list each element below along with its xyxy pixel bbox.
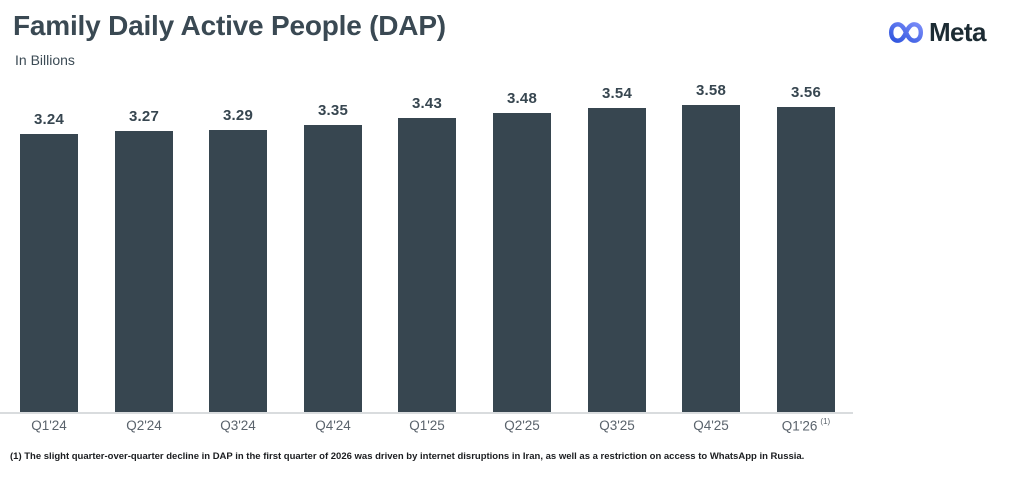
bar-value-label: 3.27	[129, 108, 159, 125]
bar-value-label: 3.43	[412, 95, 442, 112]
meta-wordmark: Meta	[929, 17, 986, 47]
bar-value-label: 3.35	[318, 102, 348, 119]
x-tick-label: Q4'25	[693, 418, 729, 433]
x-axis-ticks: Q1'24 Q2'24 Q3'24 Q4'24 Q1'25 Q2'25 Q3'25 Q4'25…	[0, 417, 1024, 438]
x-tick-label: Q1'25	[409, 418, 445, 433]
meta-logo: Meta	[888, 19, 986, 45]
x-tick-label: Q2'25	[504, 418, 540, 433]
chart-units-label: In Billions	[15, 52, 75, 68]
bar	[115, 131, 173, 412]
bar	[304, 125, 362, 412]
bar-value-label: 3.48	[507, 90, 537, 107]
bar-value-label: 3.24	[34, 111, 64, 128]
footnote-marker: (1)	[820, 417, 831, 426]
bar-value-label: 3.58	[696, 82, 726, 99]
bar-chart: 3.24 3.27 3.29 3.35 3.43 3.48 3.54 3.58 3.56 Q1'…	[0, 82, 1024, 438]
x-tick-label: Q3'24	[220, 418, 256, 433]
meta-infinity-icon	[889, 21, 923, 43]
x-tick-label: Q3'25	[599, 418, 635, 433]
x-tick-label: Q4'24	[315, 418, 351, 433]
bar-value-label: 3.29	[223, 107, 253, 124]
bar	[398, 118, 456, 412]
bar	[682, 105, 740, 412]
bar-value-label: 3.54	[602, 85, 632, 102]
chart-canvas: 3.24 3.27 3.29 3.35 3.43 3.48 3.54 3.58 3.56	[0, 82, 853, 414]
bar	[777, 107, 835, 412]
bar-value-label: 3.56	[791, 84, 821, 101]
x-tick-label: Q2'24	[126, 418, 162, 433]
bar	[493, 113, 551, 412]
bar	[20, 134, 78, 412]
bar	[209, 130, 267, 412]
x-tick-label: Q1'24	[31, 418, 67, 433]
bar	[588, 108, 646, 412]
x-tick-label: Q1'26 (1)	[781, 417, 831, 434]
page-title: Family Daily Active People (DAP)	[13, 10, 446, 41]
footnote: (1) The slight quarter-over-quarter decl…	[10, 451, 805, 462]
